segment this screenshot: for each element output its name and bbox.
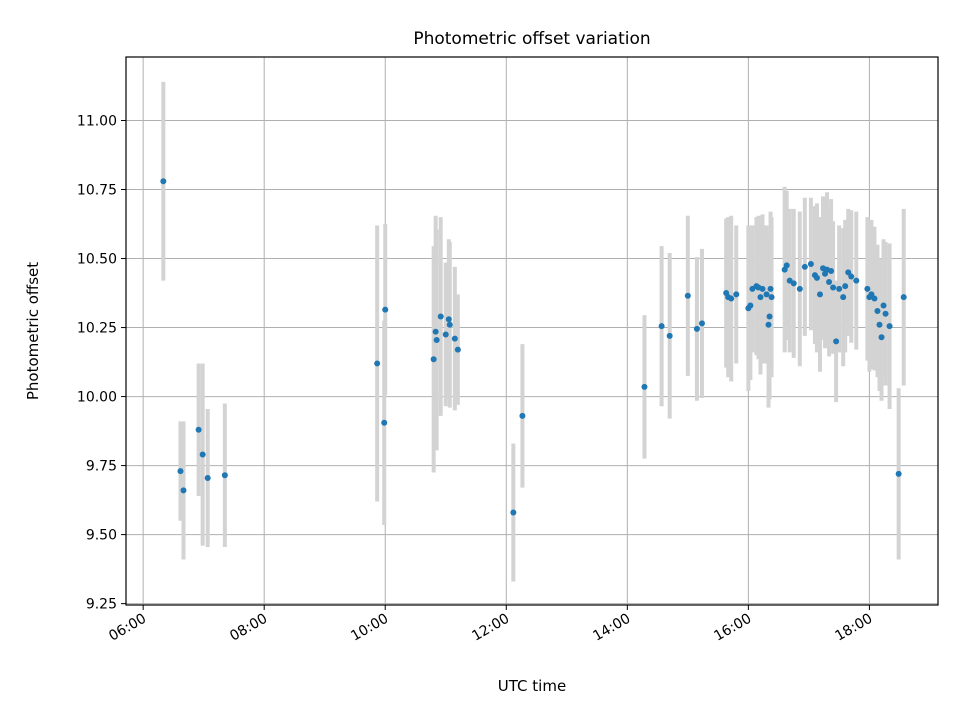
data-point: [733, 291, 740, 298]
y-tick-label: 10.75: [77, 183, 117, 199]
data-point: [868, 291, 875, 298]
data-point: [221, 472, 228, 479]
data-point: [454, 346, 461, 353]
data-point: [840, 294, 847, 301]
data-point: [813, 274, 820, 281]
data-point: [845, 269, 852, 276]
data-point: [880, 302, 887, 309]
data-point: [757, 294, 764, 301]
data-point: [790, 280, 797, 287]
data-point: [382, 306, 389, 313]
point-layer: [160, 178, 907, 516]
data-point: [876, 321, 883, 328]
data-point: [882, 310, 889, 317]
data-point: [826, 278, 833, 285]
data-point: [204, 475, 211, 482]
data-point: [864, 285, 871, 292]
data-point: [830, 284, 837, 291]
data-point: [430, 356, 437, 363]
plot-area-frame: [125, 56, 939, 606]
y-tick-label: 10.00: [77, 390, 117, 406]
data-point: [783, 262, 790, 269]
data-point: [853, 277, 860, 284]
data-point: [451, 335, 458, 342]
data-point: [747, 302, 754, 309]
data-point: [766, 313, 773, 320]
data-point: [433, 336, 440, 343]
data-point: [807, 261, 814, 268]
data-point: [816, 291, 823, 298]
x-axis-label: UTC time: [498, 677, 566, 695]
data-point: [768, 294, 775, 301]
data-point: [796, 285, 803, 292]
data-point: [871, 295, 878, 302]
data-point: [828, 267, 835, 274]
data-point: [381, 419, 388, 426]
data-point: [684, 292, 691, 299]
data-point: [445, 316, 452, 323]
data-point: [432, 328, 439, 335]
data-point: [374, 360, 381, 367]
data-point: [842, 283, 849, 290]
data-point: [510, 509, 517, 516]
y-tick-label: 10.50: [77, 252, 117, 268]
data-point: [199, 451, 206, 458]
data-point: [180, 487, 187, 494]
data-point: [759, 285, 766, 292]
data-point: [519, 412, 526, 419]
chart-title: Photometric offset variation: [413, 29, 650, 49]
data-point: [666, 332, 673, 339]
data-point: [801, 263, 808, 270]
data-point: [765, 321, 772, 328]
data-point: [900, 294, 907, 301]
data-point: [698, 320, 705, 327]
data-point: [833, 338, 840, 345]
data-point: [658, 323, 665, 330]
data-point: [442, 331, 449, 338]
data-point: [693, 325, 700, 332]
data-point: [177, 468, 184, 475]
y-tick-label: 9.50: [86, 528, 117, 544]
y-tick-label: 9.25: [86, 597, 117, 613]
y-axis-label: Photometric offset: [24, 262, 42, 400]
y-tick-label: 9.75: [86, 459, 117, 475]
data-point: [886, 323, 893, 330]
data-point: [878, 334, 885, 341]
data-point: [767, 285, 774, 292]
y-tick-label: 11.00: [77, 113, 117, 129]
data-point: [728, 295, 735, 302]
data-point: [874, 307, 881, 314]
data-point: [895, 470, 902, 477]
data-point: [763, 291, 770, 298]
data-point: [848, 273, 855, 280]
data-point: [641, 383, 648, 390]
data-point: [437, 313, 444, 320]
y-tick-label: 10.25: [77, 321, 117, 337]
data-point: [836, 285, 843, 292]
data-point: [160, 178, 167, 185]
data-point: [446, 321, 453, 328]
data-point: [195, 426, 202, 433]
